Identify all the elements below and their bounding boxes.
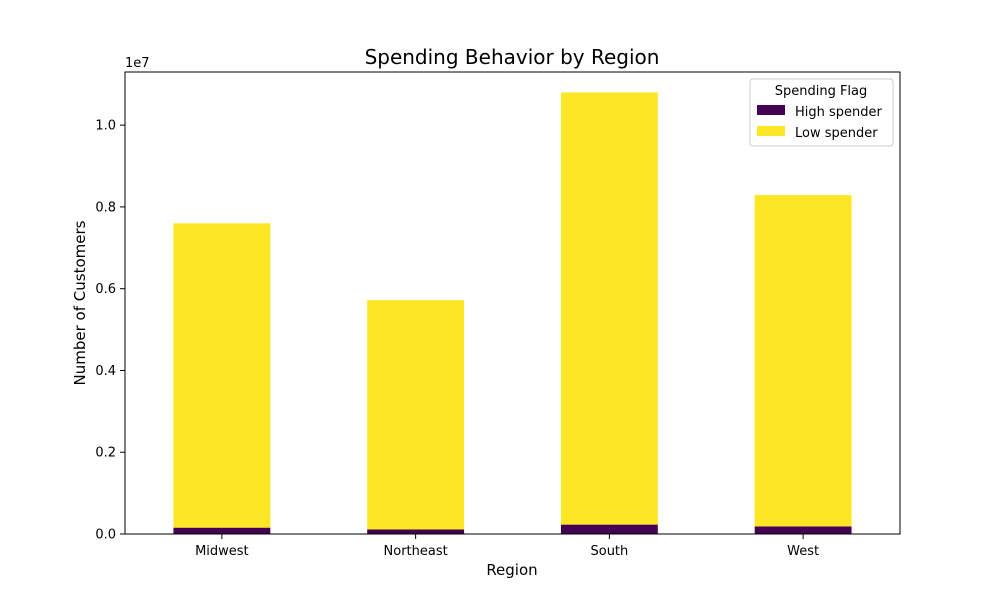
y-tick-label: 0.2 (95, 446, 116, 461)
bar-midwest-low-spender (173, 223, 271, 528)
legend-box (749, 78, 894, 147)
y-axis-scale-label: 1e7 (125, 56, 150, 71)
chart-title: Spending Behavior by Region (365, 45, 660, 69)
bar-northeast-low-spender (367, 300, 465, 530)
legend-label-low-spender: Low spender (795, 126, 878, 141)
x-tick-label-south: South (590, 544, 628, 559)
y-tick-label: 0.6 (95, 282, 116, 297)
y-tick-label: 0.4 (95, 364, 116, 379)
legend-label-high-spender: High spender (795, 105, 883, 120)
legend-swatch-low-spender (757, 126, 785, 136)
bar-south-high-spender (560, 524, 658, 534)
x-tick-label-west: West (787, 544, 819, 559)
bar-west-high-spender (754, 526, 852, 534)
y-tick-label: 0.0 (95, 528, 116, 543)
y-axis-label: Number of Customers (71, 220, 89, 385)
bar-midwest-high-spender (173, 527, 271, 534)
x-axis: Midwest Northeast South West (195, 534, 819, 559)
legend-title: Spending Flag (775, 84, 868, 99)
bar-south-low-spender (560, 92, 658, 525)
legend-swatch-high-spender (757, 105, 785, 115)
bar-west-low-spender (754, 195, 852, 527)
y-tick-label: 0.8 (95, 200, 116, 215)
plot-area-frame (124, 71, 901, 535)
y-axis: 0.0 0.2 0.4 0.6 0.8 1.0 (95, 119, 125, 543)
bars-group (173, 92, 852, 534)
x-tick-label-midwest: Midwest (195, 544, 249, 559)
legend: Spending Flag High spender Low spender (749, 78, 894, 147)
y-tick-label: 1.0 (95, 119, 116, 134)
bar-northeast-high-spender (367, 529, 465, 534)
x-axis-label: Region (486, 561, 537, 579)
x-tick-label-northeast: Northeast (384, 544, 448, 559)
